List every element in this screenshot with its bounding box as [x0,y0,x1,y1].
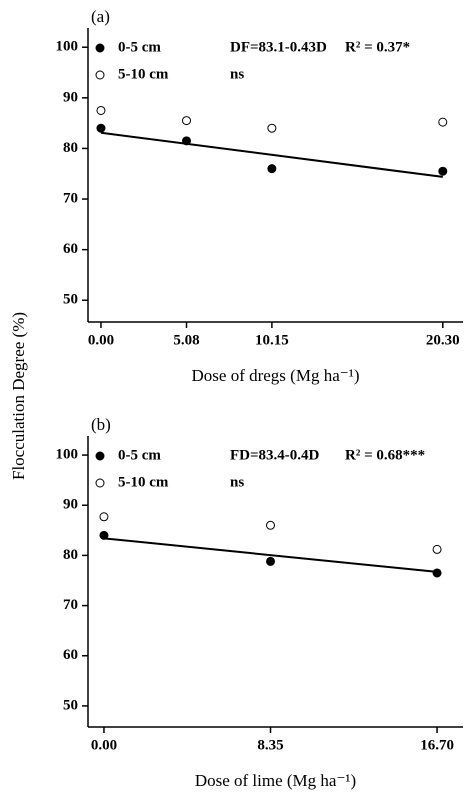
y-tick-label: 80 [63,547,78,563]
y-tick-label: 90 [63,89,78,105]
point [432,544,442,554]
point [266,520,276,530]
legend-label: 0-5 cm [118,447,161,463]
point [96,123,106,133]
point [99,512,109,522]
legend-marker [95,70,105,80]
panel-label: (b) [91,415,111,434]
r-squared: R² = 0.68*** [345,447,425,463]
y-tick-label: 60 [63,647,78,663]
legend-marker [95,478,105,488]
y-tick-label: 50 [63,697,78,713]
x-tick-label: 16.70 [420,737,454,753]
legend-label: 0-5 cm [118,39,161,55]
x-tick-label: 8.35 [257,737,283,753]
point [99,530,109,540]
y-tick-label: 100 [56,39,79,55]
x-tick-label: 0.00 [91,737,117,753]
x-axis-title: Dose of lime (Mg ha⁻¹) [195,771,356,790]
point [182,136,192,146]
x-tick-label: 5.08 [173,332,199,348]
legend-marker [95,451,105,461]
x-tick-label: 20.30 [426,332,460,348]
point [266,556,276,566]
point [96,105,106,115]
point [438,166,448,176]
point [438,117,448,127]
y-tick-label: 100 [56,447,79,463]
equation: ns [230,66,244,82]
y-tick-label: 90 [63,497,78,513]
point [182,116,192,126]
fit-line [103,537,438,573]
x-axis-title: Dose of dregs (Mg ha⁻¹) [192,366,360,385]
y-tick-label: 70 [63,597,78,613]
r-squared: R² = 0.37* [345,39,410,55]
panel-label: (a) [91,7,110,26]
x-tick-label: 10.15 [255,332,289,348]
point [267,123,277,133]
point [432,568,442,578]
legend-label: 5-10 cm [118,474,169,490]
y-axis-title: Flocculation Degree (%) [9,312,28,480]
y-tick-label: 50 [63,292,78,308]
fit-line [100,131,443,178]
legend-label: 5-10 cm [118,66,169,82]
x-tick-label: 0.00 [88,332,114,348]
equation: ns [230,474,244,490]
y-tick-label: 70 [63,190,78,206]
y-tick-label: 60 [63,241,78,257]
equation: DF=83.1-0.43D [230,39,327,55]
equation: FD=83.4-0.4D [230,447,320,463]
y-tick-label: 80 [63,140,78,156]
point [267,164,277,174]
legend-marker [95,43,105,53]
